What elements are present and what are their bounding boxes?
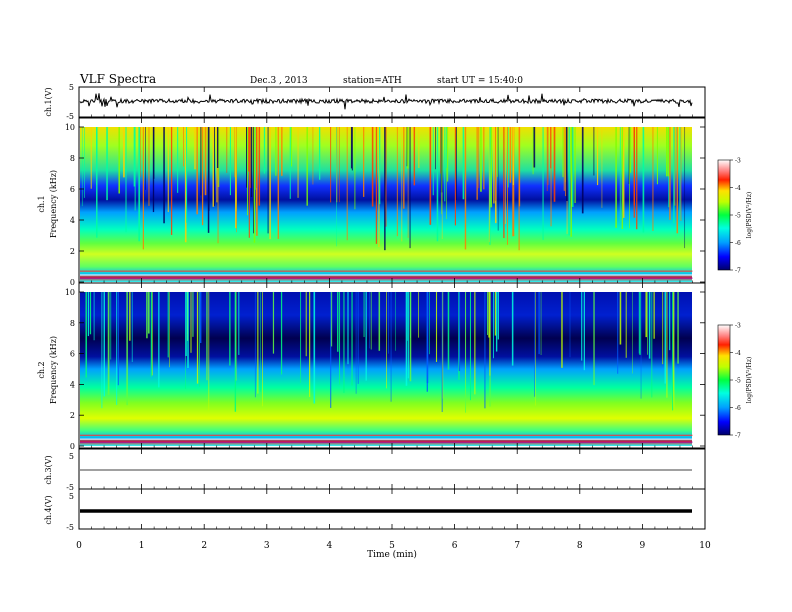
colorbar-tick-label: -6 (735, 240, 741, 247)
ch1-waveform-line (79, 93, 693, 110)
colorbar-tick-label: -5 (735, 213, 741, 220)
header-start-time: start UT = 15:40:0 (437, 76, 523, 86)
ch1-spectrogram-panel: 0 2 4 6 8 10 ch.1 Frequency (kHz) (37, 117, 706, 287)
ch2-colorbar-scale (717, 324, 731, 436)
time-axis-label: Time (min) (367, 549, 417, 560)
ch2-colorbar: -3 -4 -5 -6 -7 log(PSD(V²/Hz) (717, 323, 753, 440)
time-axis-ticks (78, 87, 706, 529)
time-tick-label: 6 (452, 541, 458, 551)
time-tick-label: 4 (327, 541, 333, 551)
ch2-spectrogram-image (80, 292, 692, 446)
ch1-freq-ticks: 0 2 4 6 8 10 (65, 123, 705, 287)
ch1-channel-label: ch.1 (37, 195, 46, 212)
freq-tick-label: 6 (70, 185, 75, 194)
freq-tick-label: 2 (70, 247, 75, 256)
ch1-colorbar-scale (717, 159, 731, 271)
ch3-ytick-top: 5 (69, 452, 74, 461)
ch2-channel-label: ch.2 (37, 361, 46, 378)
freq-tick-label: 2 (70, 411, 75, 420)
ch2-colorbar-ticks: -3 -4 -5 -6 -7 (730, 323, 741, 440)
header-station: station=ATH (343, 76, 402, 86)
ch1-ytick-top: 5 (69, 83, 74, 92)
ch2-colorbar-label: log(PSD(V²/Hz) (746, 357, 753, 404)
time-tick-label: 3 (264, 541, 270, 551)
time-tick-label: 10 (699, 541, 711, 551)
freq-tick-label: 0 (70, 278, 75, 287)
ch2-freq-ticks: 0 2 4 6 8 10 (65, 288, 705, 451)
freq-tick-label: 4 (70, 216, 75, 225)
freq-tick-label: 10 (65, 123, 75, 132)
freq-tick-label: 8 (70, 154, 75, 163)
ch3-waveform-frame (78, 448, 706, 490)
time-tick-label: 1 (139, 541, 145, 551)
time-tick-label: 8 (577, 541, 583, 551)
freq-tick-label: 8 (70, 319, 75, 328)
ch2-spectrogram-panel: 0 2 4 6 8 10 ch.2 Frequency (kHz) (37, 282, 706, 451)
ch3-waveform-ylabel: ch.3(V) (44, 455, 53, 484)
ch1-frequency-ylabel: Frequency (kHz) (49, 170, 58, 238)
ch1-ytick-bottom: -5 (66, 112, 74, 121)
colorbar-tick-label: -7 (735, 268, 741, 275)
ch2-spectrogram-spikes (80, 292, 693, 443)
ch4-ytick-bottom: -5 (66, 523, 74, 532)
ch4-ytick-top: 5 (69, 492, 74, 501)
time-tick-label: 7 (514, 541, 520, 551)
figure-title: VLF Spectra (79, 72, 156, 86)
time-tick-label: 9 (640, 541, 646, 551)
ch1-colorbar-ticks: -3 -4 -5 -6 -7 (730, 158, 741, 275)
time-axis-tick-labels: 0 1 2 3 4 5 6 7 8 9 10 (76, 541, 711, 551)
ch4-waveform-ylabel: ch.4(V) (44, 495, 53, 524)
ch1-colorbar: -3 -4 -5 -6 -7 log(PSD(V²/Hz) (717, 158, 753, 275)
time-tick-label: 2 (201, 541, 207, 551)
colorbar-tick-label: -7 (735, 433, 741, 440)
time-tick-label: 0 (76, 541, 82, 551)
ch4-waveform-panel: 5 -5 ch.4(V) (44, 488, 706, 532)
ch3-waveform-panel: 5 -5 ch.3(V) (44, 448, 706, 492)
colorbar-tick-label: -6 (735, 405, 741, 412)
freq-tick-label: 4 (70, 380, 75, 389)
colorbar-tick-label: -3 (735, 158, 741, 165)
ch2-frequency-ylabel: Frequency (kHz) (49, 336, 58, 404)
colorbar-tick-label: -5 (735, 378, 741, 385)
ch3-ytick-bottom: -5 (66, 483, 74, 492)
colorbar-tick-label: -3 (735, 323, 741, 330)
freq-tick-label: 0 (70, 442, 75, 451)
colorbar-tick-label: -4 (735, 350, 741, 357)
ch1-waveform-ylabel: ch.1(V) (44, 87, 53, 116)
freq-tick-label: 10 (65, 288, 75, 297)
ch1-waveform-panel: 5 -5 ch.1(V) (44, 83, 706, 121)
freq-tick-label: 6 (70, 350, 75, 359)
ch1-spectrogram-spikes (80, 127, 693, 279)
colorbar-tick-label: -4 (735, 185, 741, 192)
header-date: Dec.3 , 2013 (250, 76, 308, 86)
ch4-waveform-frame (78, 488, 706, 530)
time-tick-label: 5 (389, 541, 395, 551)
ch1-colorbar-label: log(PSD(V²/Hz) (746, 192, 753, 239)
